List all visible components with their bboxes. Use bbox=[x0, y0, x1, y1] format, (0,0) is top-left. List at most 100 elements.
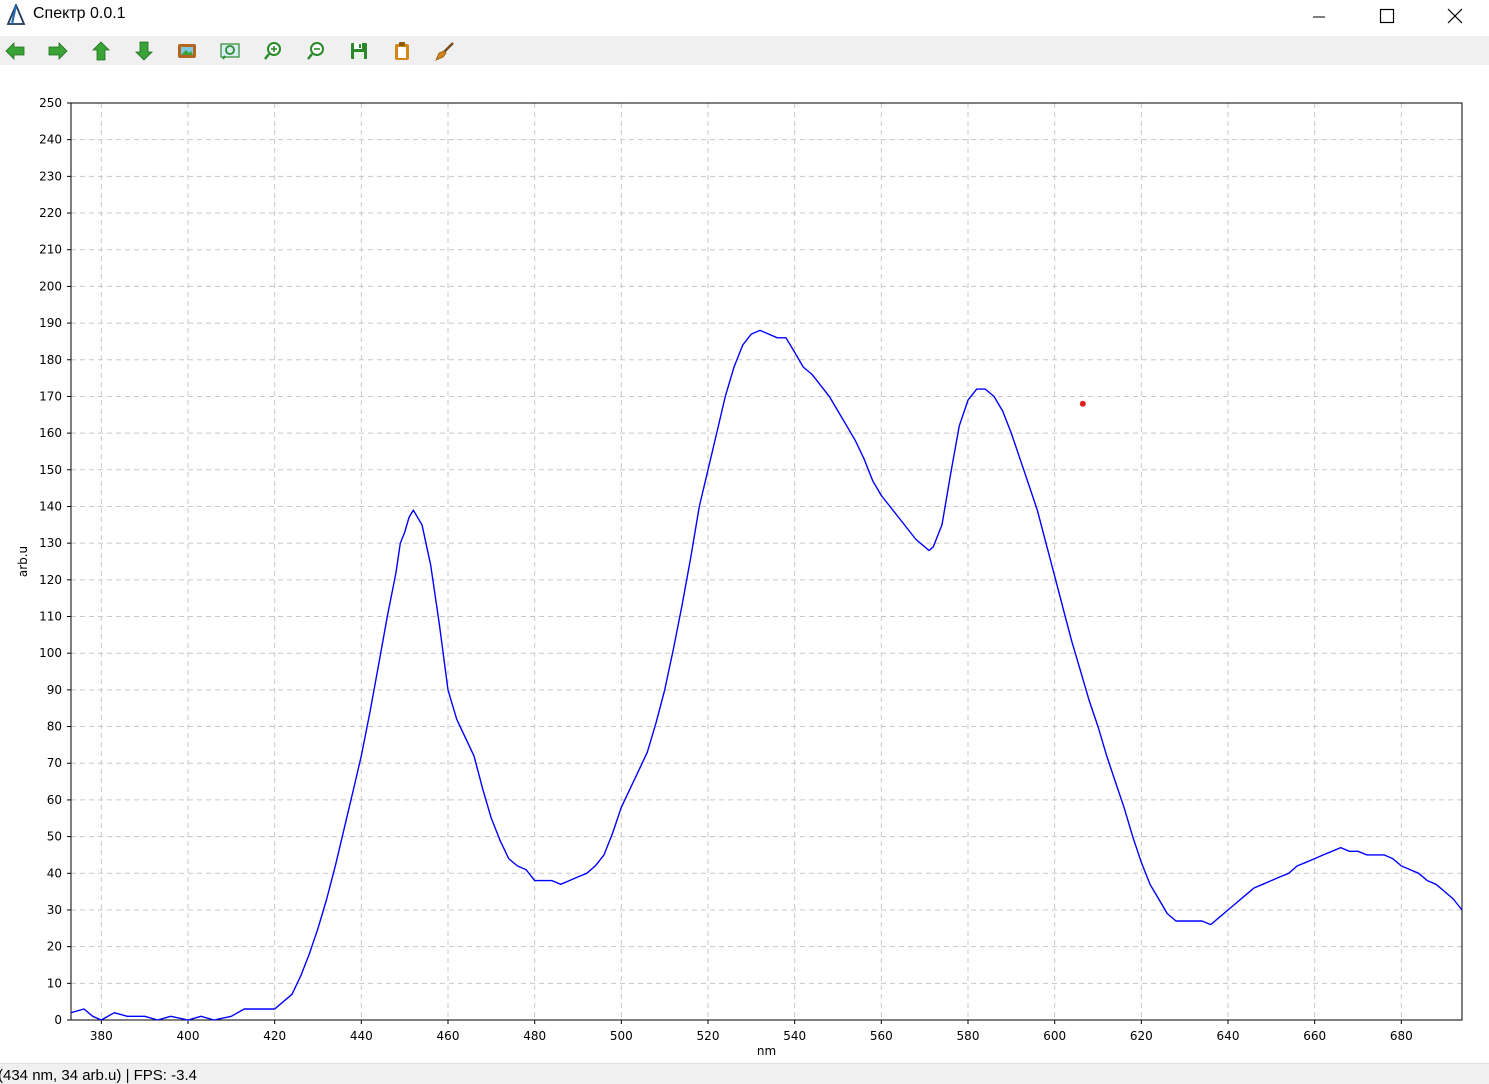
minimize-button[interactable] bbox=[1284, 0, 1354, 32]
spectrum-chart[interactable]: 0 10 20 30 40 50 60 70 80 90 100 110 120 130 140 150 160… bbox=[0, 65, 1489, 1063]
data-point bbox=[187, 1019, 189, 1021]
data-point bbox=[621, 806, 623, 808]
data-point bbox=[326, 898, 328, 900]
data-point bbox=[785, 337, 787, 339]
data-point bbox=[473, 755, 475, 757]
data-point bbox=[985, 388, 987, 390]
data-point bbox=[1089, 700, 1091, 702]
data-point bbox=[638, 770, 640, 772]
back-button[interactable] bbox=[3, 39, 27, 63]
zoom-in-button[interactable] bbox=[261, 39, 285, 63]
data-point bbox=[768, 333, 770, 335]
close-button[interactable] bbox=[1420, 0, 1489, 32]
data-point bbox=[200, 1016, 202, 1018]
brush-icon bbox=[435, 42, 454, 61]
clear-button[interactable] bbox=[433, 39, 457, 63]
zoom-out-button[interactable] bbox=[304, 39, 328, 63]
save-icon bbox=[351, 43, 367, 59]
x-tick-label: 400 bbox=[177, 1029, 200, 1043]
down-button[interactable] bbox=[132, 39, 156, 63]
data-point bbox=[612, 832, 614, 834]
maximize-button[interactable] bbox=[1352, 0, 1422, 32]
up-button[interactable] bbox=[89, 39, 113, 63]
close-icon bbox=[1447, 8, 1463, 24]
data-point bbox=[1245, 894, 1247, 896]
data-point bbox=[1123, 806, 1125, 808]
data-point bbox=[855, 440, 857, 442]
y-tick-label: 60 bbox=[47, 793, 62, 807]
data-point bbox=[1037, 509, 1039, 511]
y-tick-label: 200 bbox=[39, 279, 62, 293]
plot-area[interactable]: 0 10 20 30 40 50 60 70 80 90 100 110 120 130 140 150 160… bbox=[0, 65, 1489, 1063]
data-point bbox=[837, 410, 839, 412]
data-point bbox=[1184, 920, 1186, 922]
data-point bbox=[551, 880, 553, 882]
x-tick-label: 640 bbox=[1217, 1029, 1240, 1043]
x-tick-label: 520 bbox=[697, 1029, 720, 1043]
cursor-readout: (434 nm, 34 arb.u) | FPS: -3.4 bbox=[0, 1067, 197, 1084]
data-point bbox=[1063, 608, 1065, 610]
data-point bbox=[465, 737, 467, 739]
data-point bbox=[655, 722, 657, 724]
data-point bbox=[924, 546, 926, 548]
y-tick-label: 210 bbox=[39, 243, 62, 257]
data-point bbox=[889, 506, 891, 508]
forward-button[interactable] bbox=[46, 39, 70, 63]
data-point bbox=[1366, 854, 1368, 856]
data-point bbox=[1279, 876, 1281, 878]
data-point bbox=[525, 869, 527, 871]
data-point bbox=[421, 524, 423, 526]
y-tick-label: 130 bbox=[39, 536, 62, 550]
data-point bbox=[395, 572, 397, 574]
data-point bbox=[1227, 909, 1229, 911]
data-point bbox=[283, 1001, 285, 1003]
data-point bbox=[499, 839, 501, 841]
save-button[interactable] bbox=[347, 39, 371, 63]
arrow-down-icon bbox=[135, 41, 153, 61]
plot-frame bbox=[70, 102, 1463, 1021]
data-point bbox=[1219, 916, 1221, 918]
data-point bbox=[274, 1008, 276, 1010]
data-point bbox=[863, 458, 865, 460]
data-point bbox=[1453, 898, 1455, 900]
data-point bbox=[1401, 865, 1403, 867]
data-point bbox=[1132, 836, 1134, 838]
status-bar: (434 nm, 34 arb.u) | FPS: -3.4 bbox=[0, 1063, 1489, 1084]
data-point bbox=[300, 975, 302, 977]
x-tick-label: 460 bbox=[437, 1029, 460, 1043]
y-tick-label: 220 bbox=[39, 206, 62, 220]
data-point bbox=[829, 396, 831, 398]
y-axis-label: arb.u bbox=[16, 546, 30, 577]
clipboard-button[interactable] bbox=[390, 39, 414, 63]
data-point bbox=[543, 880, 545, 882]
data-point bbox=[1080, 671, 1082, 673]
zoom-fit-button[interactable] bbox=[218, 39, 242, 63]
clipboard-icon bbox=[395, 42, 409, 60]
data-point bbox=[1444, 891, 1446, 893]
data-point bbox=[257, 1008, 259, 1010]
x-tick-label: 420 bbox=[263, 1029, 286, 1043]
data-point bbox=[803, 366, 805, 368]
data-point bbox=[127, 1016, 129, 1018]
image-button[interactable] bbox=[175, 39, 199, 63]
data-point bbox=[1045, 542, 1047, 544]
spectrum-line bbox=[70, 329, 1463, 1021]
data-point bbox=[408, 517, 410, 519]
data-point bbox=[1141, 861, 1143, 863]
app-logo-icon bbox=[6, 4, 26, 25]
data-point bbox=[534, 880, 536, 882]
data-point bbox=[950, 473, 952, 475]
y-tick-label: 230 bbox=[39, 169, 62, 183]
data-point bbox=[586, 872, 588, 874]
x-axis-label: nm bbox=[757, 1044, 776, 1058]
y-tick-label: 240 bbox=[39, 133, 62, 147]
data-point bbox=[1375, 854, 1377, 856]
data-point bbox=[361, 755, 363, 757]
data-point bbox=[343, 828, 345, 830]
x-tick-label: 560 bbox=[870, 1029, 893, 1043]
data-point bbox=[1236, 902, 1238, 904]
data-point bbox=[742, 344, 744, 346]
data-point bbox=[751, 333, 753, 335]
data-point bbox=[1115, 781, 1117, 783]
data-point bbox=[1409, 869, 1411, 871]
